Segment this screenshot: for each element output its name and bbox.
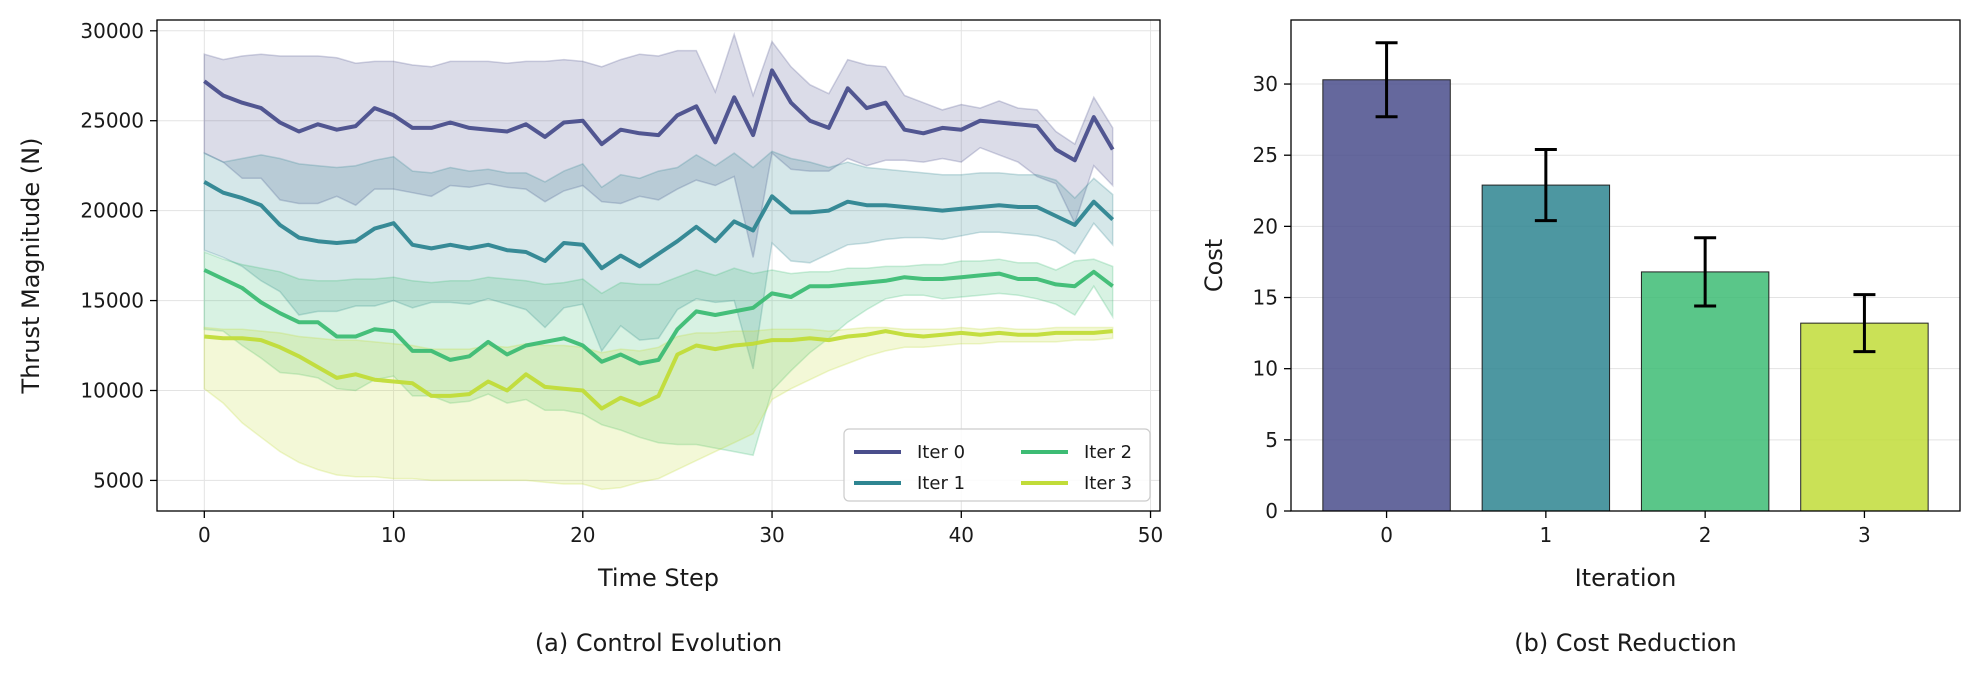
x-tick-label: 1: [1539, 523, 1552, 547]
legend-item: Iter 0: [854, 442, 965, 463]
legend-label: Iter 1: [917, 473, 965, 494]
bar-iteration-2: [1640, 271, 1770, 512]
x-ticks-b: 0 1 2 3: [1380, 511, 1871, 547]
line-iter-2: [203, 268, 1114, 366]
y-tick-label: 5: [1265, 428, 1278, 452]
legend-item: Iter 1: [854, 473, 965, 494]
y-tick-label: 15000: [80, 289, 144, 313]
error-bar: [1694, 236, 1717, 308]
panel-control-evolution: 0 10 20 30 40 50 5000 10000 15000 20000 25000 3000…: [17, 19, 1163, 657]
band-iter-0: [203, 31, 1114, 258]
y-ticks-b: 0 5 10 15 20 25 30: [1253, 72, 1291, 523]
x-tick-label: 2: [1699, 523, 1712, 547]
caption-b: (b) Cost Reduction: [1514, 629, 1737, 657]
y-tick-label: 20000: [80, 199, 144, 223]
x-axis-label-a: Time Step: [597, 564, 719, 592]
x-tick-label: 0: [1380, 523, 1393, 547]
error-bar: [1534, 148, 1557, 223]
x-tick-label: 30: [759, 523, 784, 547]
legend-label: Iter 2: [1084, 442, 1132, 463]
panel-cost-reduction: 0 1 2 3 0 5 10 15 20 25 30 Iteration Cost (b) Cos…: [1200, 19, 1961, 657]
legend-box: [843, 428, 1151, 502]
x-tick-label: 3: [1858, 523, 1871, 547]
line-iter-0: [203, 68, 1115, 163]
y-axis-label-a: Thrust Magnitude (N): [17, 138, 45, 395]
y-ticks-a: 5000 10000 15000 20000 25000 30000: [80, 19, 157, 492]
legend-label: Iter 3: [1084, 473, 1132, 494]
line-iter-1: [203, 180, 1115, 271]
x-axis-label-b: Iteration: [1575, 564, 1677, 592]
y-tick-label: 0: [1265, 499, 1278, 523]
plot-frame-a: [156, 19, 1161, 512]
legend: Iter 0 Iter 1 Iter 2 Iter 3: [843, 428, 1151, 502]
y-tick-label: 30000: [80, 19, 144, 43]
y-axis-label-b: Cost: [1200, 239, 1228, 292]
grid-a: [157, 20, 1160, 511]
legend-item: Iter 3: [1021, 473, 1132, 494]
legend-label: Iter 0: [917, 442, 965, 463]
y-tick-label: 25000: [80, 109, 144, 133]
error-bar: [1853, 293, 1876, 354]
y-tick-label: 10000: [80, 378, 144, 402]
x-tick-label: 40: [949, 523, 974, 547]
y-tick-label: 5000: [93, 468, 144, 492]
x-tick-label: 20: [570, 523, 595, 547]
series-lines: [203, 68, 1115, 411]
y-tick-label: 15: [1253, 286, 1278, 310]
y-tick-label: 30: [1253, 72, 1278, 96]
band-iter-3: [203, 326, 1114, 491]
bars: [1322, 79, 1929, 512]
line-iter-3: [204, 329, 1113, 411]
x-tick-label: 0: [198, 523, 211, 547]
bar-iteration-0: [1322, 79, 1451, 512]
legend-item: Iter 2: [1021, 442, 1132, 463]
x-tick-label: 10: [381, 523, 406, 547]
uncertainty-bands: [203, 31, 1114, 491]
caption-a: (a) Control Evolution: [535, 629, 782, 657]
bar-iteration-3: [1800, 322, 1929, 512]
x-ticks-a: 0 10 20 30 40 50: [198, 511, 1163, 547]
y-tick-label: 25: [1253, 143, 1278, 167]
y-tick-label: 20: [1253, 214, 1278, 238]
error-bars: [1375, 41, 1876, 354]
bar-iteration-1: [1481, 184, 1611, 512]
error-bar: [1375, 41, 1398, 119]
band-iter-2: [203, 250, 1114, 457]
x-tick-label: 50: [1138, 523, 1163, 547]
plot-frame-b: [1290, 19, 1961, 512]
y-tick-label: 10: [1253, 357, 1278, 381]
